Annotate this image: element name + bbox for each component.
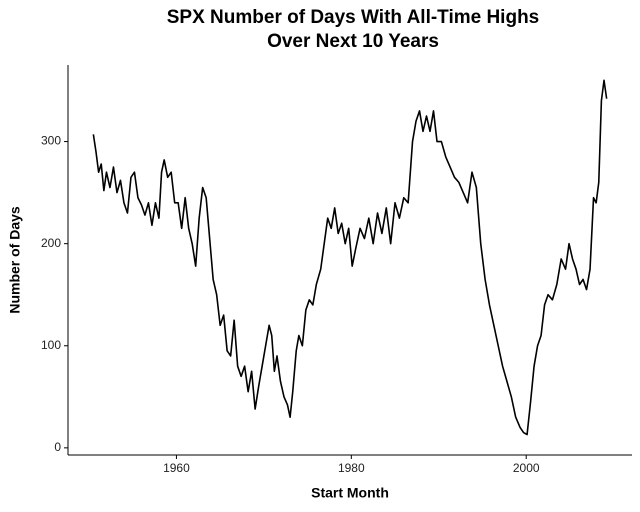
y-tick-label: 200 xyxy=(41,236,61,250)
y-tick-label: 100 xyxy=(41,338,61,352)
x-tick-label: 1960 xyxy=(163,461,190,475)
y-tick-label: 0 xyxy=(54,440,61,454)
x-tick-label: 2000 xyxy=(513,461,540,475)
y-tick-label: 300 xyxy=(41,134,61,148)
x-axis-title: Start Month xyxy=(311,485,389,501)
chart-title: Over Next 10 Years xyxy=(267,31,439,52)
x-tick-label: 1980 xyxy=(338,461,365,475)
chart-title: SPX Number of Days With All-Time Highs xyxy=(167,7,540,28)
data-line xyxy=(92,79,608,436)
y-axis-title: Number of Days xyxy=(7,206,23,314)
